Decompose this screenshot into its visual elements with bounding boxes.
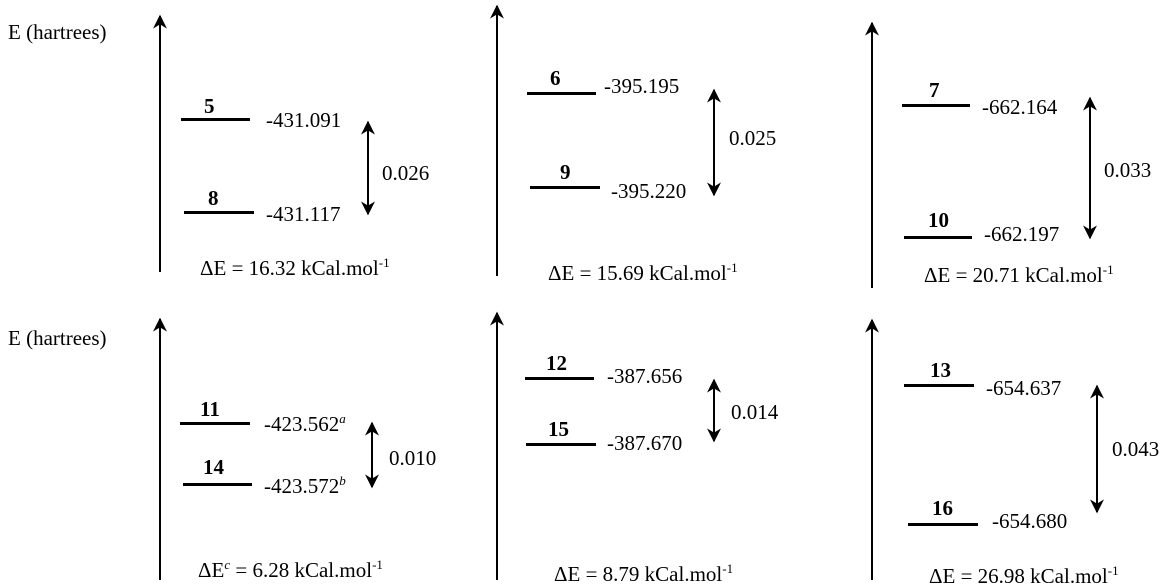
energy-gap: 0.026 [382, 161, 430, 185]
energy-level [181, 118, 250, 121]
level-id: 14 [203, 455, 224, 479]
energy-level [904, 384, 974, 387]
level-energy: -395.195 [604, 74, 680, 98]
level-id: 10 [928, 208, 949, 232]
energy-gap: 0.033 [1104, 158, 1152, 182]
level-id: 8 [208, 186, 219, 210]
energy-level [908, 523, 978, 526]
delta-e: ΔE = 20.71 kCal.mol-1 [924, 262, 1114, 287]
level-energy: -662.164 [982, 95, 1058, 119]
level-id: 16 [932, 496, 953, 520]
level-id: 6 [550, 66, 561, 90]
energy-level [183, 483, 252, 486]
level-energy: -387.656 [607, 364, 683, 388]
level-energy: -431.117 [266, 202, 341, 226]
energy-level [902, 104, 970, 107]
energy-level [530, 186, 600, 189]
energy-gap: 0.043 [1112, 437, 1160, 461]
delta-e: ΔEc = 6.28 kCal.mol-1 [198, 557, 383, 582]
level-energy: -654.637 [986, 376, 1062, 400]
energy-level [904, 236, 972, 239]
level-id: 12 [546, 351, 567, 375]
level-id: 5 [204, 94, 215, 118]
energy-level [525, 377, 594, 380]
level-energy: -423.562a [264, 411, 346, 436]
level-energy: -395.220 [611, 179, 687, 203]
energy-level [527, 92, 596, 95]
axis-label: E (hartrees) [8, 326, 107, 350]
energy-gap: 0.025 [729, 126, 777, 150]
level-energy: -387.670 [607, 431, 683, 455]
level-energy: -431.091 [266, 108, 342, 132]
energy-level [180, 422, 250, 425]
delta-e: ΔE = 16.32 kCal.mol-1 [200, 255, 390, 280]
energy-gap: 0.014 [731, 400, 779, 424]
level-id: 15 [548, 417, 569, 441]
axis-label: E (hartrees) [8, 20, 107, 44]
level-id: 9 [560, 160, 571, 184]
level-id: 11 [200, 397, 220, 421]
level-id: 13 [930, 358, 951, 382]
delta-e: ΔE = 26.98 kCal.mol-1 [929, 563, 1119, 588]
level-id: 7 [929, 78, 940, 102]
delta-e: ΔE = 8.79 kCal.mol-1 [554, 561, 734, 586]
level-energy: -662.197 [984, 222, 1060, 246]
level-energy: -654.680 [992, 509, 1068, 533]
energy-gap: 0.010 [389, 446, 437, 470]
level-energy: -423.572b [264, 473, 346, 498]
energy-level [184, 211, 254, 214]
delta-e: ΔE = 15.69 kCal.mol-1 [548, 260, 738, 285]
energy-level [526, 443, 596, 446]
